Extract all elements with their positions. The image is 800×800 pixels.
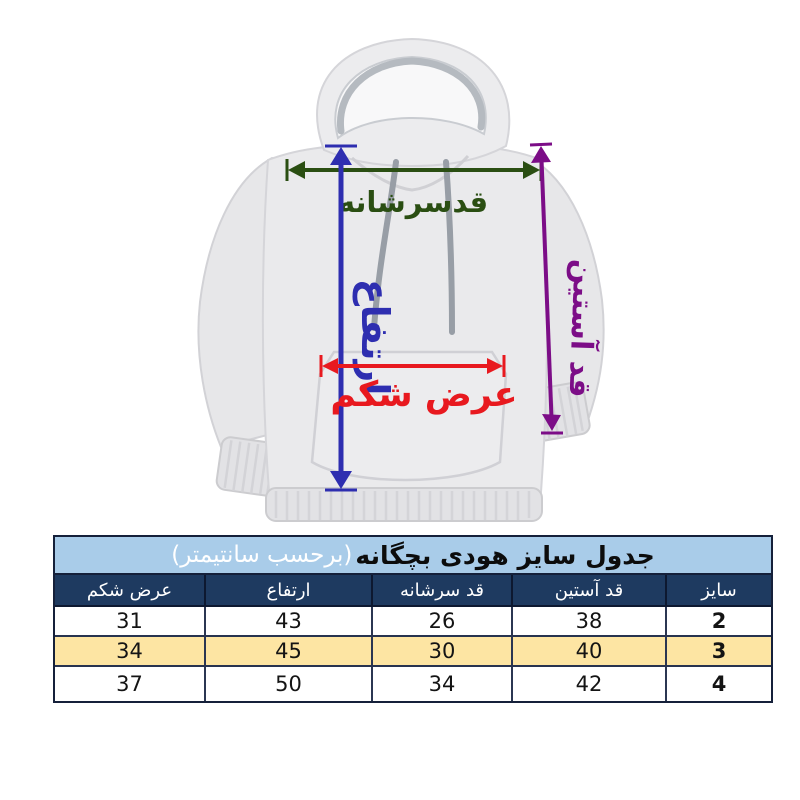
hoodie-hood-trim — [336, 57, 486, 135]
height-label: ارتفاع — [353, 279, 397, 396]
header-belly-width: عرض شکم — [86, 579, 173, 601]
cell-shoulder-width: 34 — [371, 667, 511, 701]
header-sleeve-length: قد آستین — [511, 575, 665, 605]
cell-size: 3 — [665, 637, 771, 665]
hoodie-illustration — [197, 37, 605, 522]
cell-size: 2 — [665, 607, 771, 635]
cell-sleeve-length: 40 — [511, 637, 665, 665]
belly-width-label: عرض شکم — [330, 375, 517, 415]
cell-height: 45 — [204, 637, 371, 665]
size-table-unit-text: (برحسب سانتیمتر) — [171, 541, 353, 568]
cell-sleeve-length: 38 — [511, 607, 665, 635]
size-table-title: جدول سایز هودی بچگانه (برحسب سانتیمتر) — [55, 537, 771, 575]
hoodie-drawstring-left — [371, 159, 399, 331]
header-height: ارتفاع — [204, 575, 371, 605]
hoodie-left-cuff — [215, 436, 283, 497]
header-size: سایز — [665, 575, 771, 605]
size-table-header-row: سایز قد آستین قد سرشانه ارتفاع عرض شکم — [55, 575, 771, 607]
header-shoulder-width: قد سرشانه — [371, 575, 511, 605]
cell-size: 4 — [665, 667, 771, 701]
hoodie-pocket — [310, 350, 508, 482]
cell-belly-width: 34 — [116, 639, 143, 663]
belly-width-arrow — [319, 355, 506, 377]
size-table-title-text: جدول سایز هودی بچگانه — [355, 540, 655, 570]
sleeve-length-label: قد آستین — [562, 258, 604, 398]
size-table: جدول سایز هودی بچگانه (برحسب سانتیمتر) س… — [53, 535, 773, 703]
table-row-size-4: 4 42 34 50 37 — [55, 665, 771, 701]
cell-shoulder-width: 26 — [371, 607, 511, 635]
hoodie-drawstring-right — [443, 159, 455, 335]
sleeve-length-arrow — [529, 142, 563, 435]
table-row-size-2: 2 38 26 43 31 — [55, 607, 771, 635]
cell-sleeve-length: 42 — [511, 667, 665, 701]
hoodie-hood-lining — [334, 55, 487, 140]
hoodie-hem-band — [265, 487, 543, 522]
cell-belly-width: 31 — [116, 609, 143, 633]
cell-belly-width: 37 — [116, 672, 143, 696]
cell-height: 50 — [204, 667, 371, 701]
cell-height: 43 — [204, 607, 371, 635]
shoulder-width-label: قدسرشانه — [338, 185, 488, 219]
cell-shoulder-width: 30 — [371, 637, 511, 665]
table-row-size-3: 3 40 30 45 34 — [55, 635, 771, 665]
height-arrow — [325, 144, 357, 492]
